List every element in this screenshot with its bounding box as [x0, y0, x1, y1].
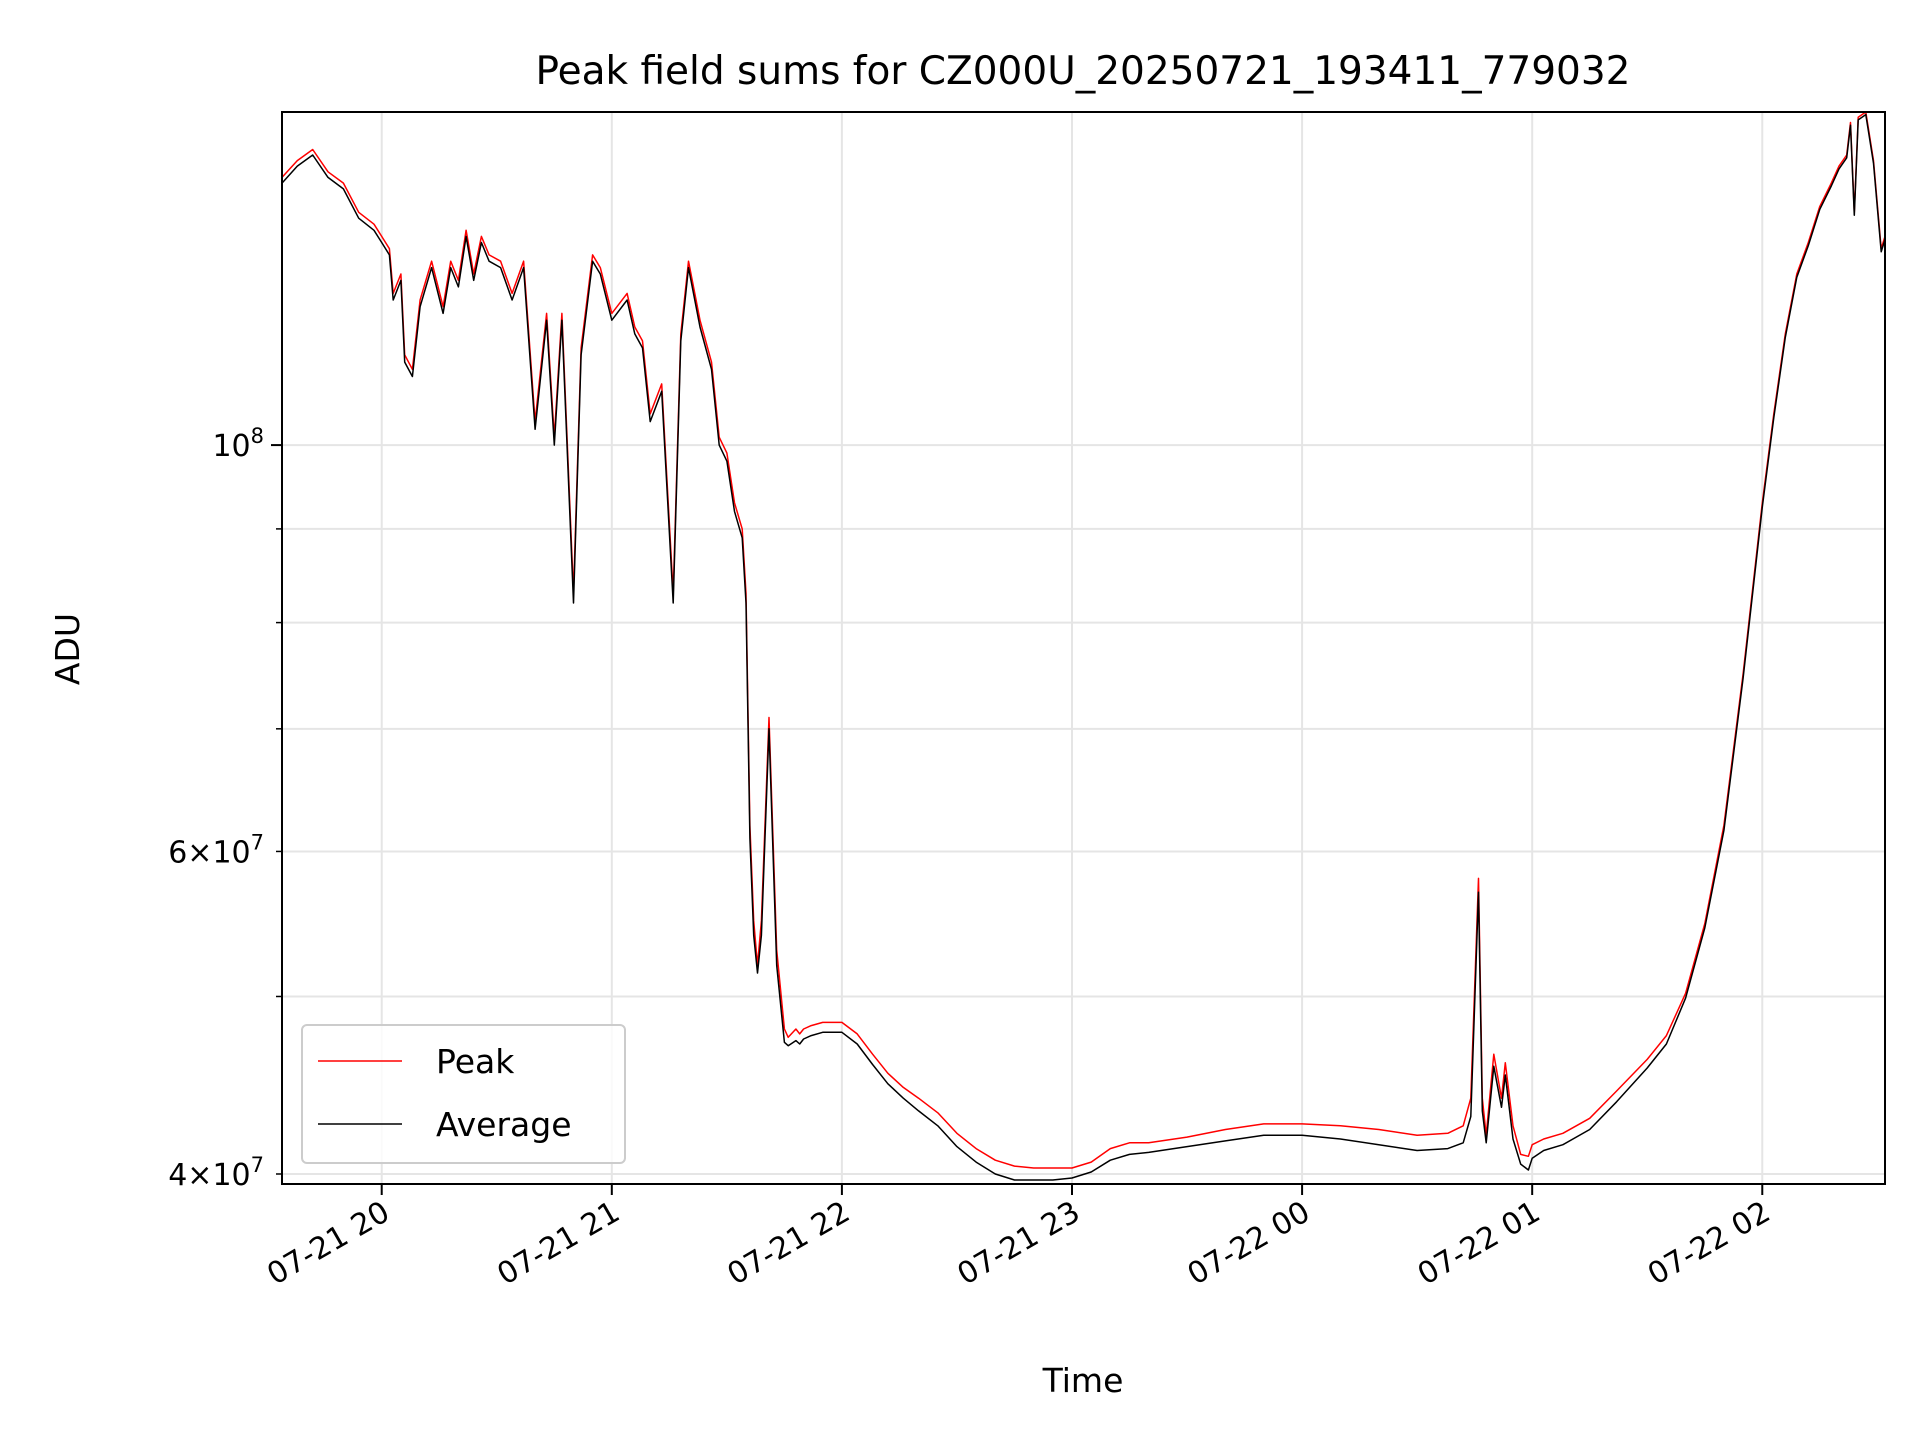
y-tick-label: 6×107: [168, 830, 264, 870]
legend-label-peak: Peak: [436, 1042, 515, 1081]
legend-box: [301, 1024, 626, 1164]
y-axis-label: ADU: [48, 613, 87, 685]
plot-series: [282, 112, 1885, 1181]
legend: Peak Average: [301, 1024, 626, 1164]
y-tick-label: 108: [212, 424, 264, 464]
plot-frame: [281, 111, 1886, 1185]
series-line-average: [282, 113, 1885, 1181]
grid-lines: [282, 112, 1885, 1184]
series-line-peak: [282, 112, 1885, 1169]
legend-label-average: Average: [436, 1105, 572, 1144]
x-axis-label: Time: [1042, 1361, 1124, 1400]
chart-title: Peak field sums for CZ000U_20250721_1934…: [535, 49, 1630, 94]
y-tick-label: 4×107: [168, 1153, 264, 1193]
